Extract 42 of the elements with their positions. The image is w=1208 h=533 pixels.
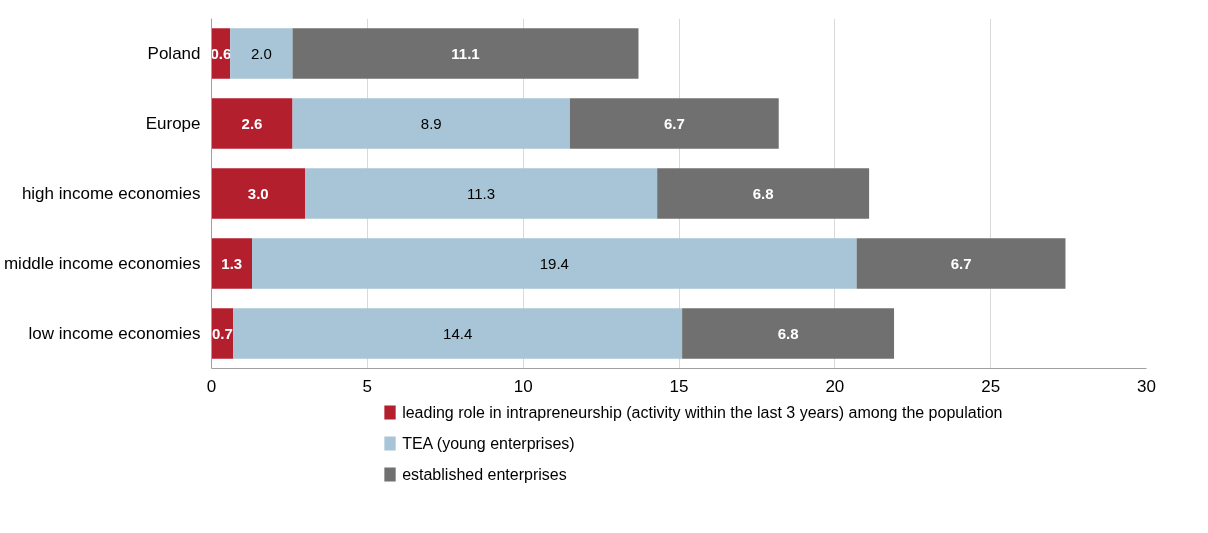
bar: [292, 28, 639, 79]
data-label: 8.9: [420, 114, 442, 132]
data-label: 11.1: [451, 44, 480, 62]
bar: [252, 238, 857, 289]
x-tick-label: 25: [981, 376, 1001, 396]
bar: [305, 168, 658, 219]
data-label: 19.4: [539, 254, 569, 272]
y-tick-label: Europe: [145, 114, 201, 133]
x-tick-label: 0: [206, 376, 217, 396]
data-label: 6.7: [950, 254, 972, 272]
y-tick-label: high income economies: [21, 184, 201, 203]
data-label: 3.0: [247, 184, 269, 202]
legend-label: established enterprises: [402, 466, 567, 483]
x-tick-label: 10: [513, 376, 533, 396]
data-label: 6.7: [663, 114, 685, 132]
bar: [856, 238, 1066, 289]
legend-label: leading role in intrapreneurship (activity within the last 3 years) among the population: [402, 404, 1003, 421]
x-tick-label: 5: [362, 376, 373, 396]
data-label: 6.8: [752, 184, 774, 202]
data-label: 0.7: [211, 324, 233, 342]
bar: [657, 168, 870, 219]
data-label: 6.8: [777, 324, 799, 342]
x-tick-label: 20: [825, 376, 845, 396]
bar: [569, 98, 779, 149]
bar: [292, 98, 570, 149]
data-label: 11.3: [467, 184, 496, 202]
bar: [211, 98, 293, 149]
x-tick-label: 30: [1137, 376, 1156, 396]
y-tick-label: Poland: [147, 44, 201, 63]
x-tick-label: 15: [669, 376, 689, 396]
data-label: 1.3: [221, 254, 243, 272]
data-label: 2.6: [241, 114, 263, 132]
bar: [211, 238, 253, 289]
bar: [211, 168, 305, 219]
bar: [682, 308, 895, 359]
bar: [230, 28, 293, 79]
y-tick-label: middle income economies: [3, 254, 201, 273]
data-label: 2.0: [250, 44, 272, 62]
data-label: 14.4: [443, 324, 473, 342]
y-tick-label: low income economies: [28, 324, 201, 343]
bar: [233, 308, 683, 359]
legend-label: TEA (young enterprises): [402, 435, 575, 452]
